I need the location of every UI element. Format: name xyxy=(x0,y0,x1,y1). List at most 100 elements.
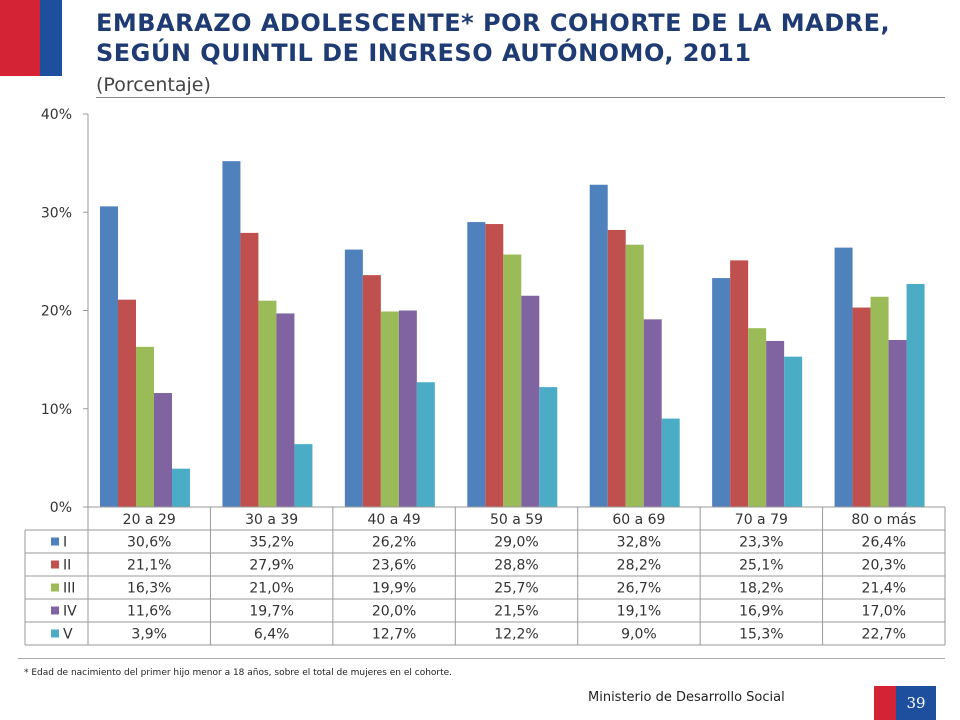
data-label: 35,2% xyxy=(249,535,293,551)
data-label: 6,4% xyxy=(254,627,290,643)
bar-IV-4 xyxy=(643,319,662,507)
bar-IV-5 xyxy=(766,340,785,507)
footnote: * Edad de nacimiento del primer hijo men… xyxy=(24,668,453,678)
page-number: 39 xyxy=(906,694,926,712)
data-label: 12,2% xyxy=(494,627,538,643)
page-flag-blue xyxy=(896,686,936,720)
data-label: 28,8% xyxy=(494,558,538,574)
y-tick-label: 20% xyxy=(41,304,72,320)
bar-II-3 xyxy=(485,224,504,508)
data-label: 28,2% xyxy=(617,558,661,574)
data-label: 25,1% xyxy=(739,558,783,574)
bar-IV-3 xyxy=(521,295,540,507)
legend-label-IV: IV xyxy=(63,604,77,620)
data-label: 19,7% xyxy=(249,604,293,620)
bar-I-3 xyxy=(467,222,486,507)
bar-V-6 xyxy=(906,283,925,507)
bar-I-4 xyxy=(589,184,608,508)
footer-divider xyxy=(18,658,945,659)
data-label: 12,7% xyxy=(372,627,416,643)
legend-key-IV xyxy=(51,606,59,615)
ministry-name: Ministerio de Desarrollo Social xyxy=(588,690,785,705)
data-label: 20,0% xyxy=(372,604,416,620)
bar-IV-6 xyxy=(888,339,907,507)
bar-I-5 xyxy=(712,278,731,507)
data-label: 18,2% xyxy=(739,581,783,597)
bar-II-4 xyxy=(607,229,626,507)
y-tick-label: 30% xyxy=(41,205,72,221)
bar-II-0 xyxy=(118,299,136,507)
title-divider xyxy=(96,97,945,98)
data-label: 27,9% xyxy=(249,558,293,574)
bar-V-3 xyxy=(539,387,558,507)
data-label: 29,0% xyxy=(494,535,538,551)
legend-key-V xyxy=(51,629,59,638)
bar-III-1 xyxy=(258,300,277,507)
data-label: 15,3% xyxy=(739,627,783,643)
legend-label-II: II xyxy=(63,558,71,574)
legend-key-II xyxy=(51,560,59,569)
data-label: 11,6% xyxy=(127,604,171,620)
page-flag-red xyxy=(874,686,896,720)
bar-I-6 xyxy=(834,247,853,507)
category-label: 50 a 59 xyxy=(490,512,543,528)
bar-III-5 xyxy=(748,328,767,507)
data-label: 19,9% xyxy=(372,581,416,597)
bar-V-4 xyxy=(661,418,680,507)
page-title: EMBARAZO ADOLESCENTE* POR COHORTE DE LA … xyxy=(96,9,891,67)
bar-V-5 xyxy=(784,356,803,507)
bar-I-1 xyxy=(222,161,241,507)
data-label: 25,7% xyxy=(494,581,538,597)
bar-I-0 xyxy=(100,206,118,508)
data-label: 3,9% xyxy=(131,627,167,643)
data-label: 22,7% xyxy=(862,627,906,643)
data-label: 26,4% xyxy=(862,535,906,551)
data-label: 16,3% xyxy=(127,581,171,597)
bar-III-6 xyxy=(870,296,889,507)
data-label: 17,0% xyxy=(862,604,906,620)
legend-label-III: III xyxy=(63,581,75,597)
bar-IV-1 xyxy=(276,313,295,507)
data-label: 16,9% xyxy=(739,604,783,620)
data-label: 21,1% xyxy=(127,558,171,574)
data-label: 26,7% xyxy=(617,581,661,597)
y-tick-label: 0% xyxy=(50,500,72,516)
data-label: 23,6% xyxy=(372,558,416,574)
bar-II-6 xyxy=(852,307,871,507)
bar-V-1 xyxy=(294,444,313,507)
bar-III-4 xyxy=(625,244,644,508)
legend-key-I xyxy=(51,537,59,546)
data-label: 20,3% xyxy=(862,558,906,574)
bar-V-2 xyxy=(416,382,435,507)
data-label: 21,4% xyxy=(862,581,906,597)
data-label: 19,1% xyxy=(617,604,661,620)
data-label: 26,2% xyxy=(372,535,416,551)
category-label: 70 a 79 xyxy=(735,512,788,528)
category-label: 40 a 49 xyxy=(368,512,421,528)
flag-red-stripe xyxy=(0,0,40,76)
category-label: 80 o más xyxy=(851,512,916,528)
bar-V-0 xyxy=(172,468,190,507)
bar-IV-0 xyxy=(154,393,172,507)
data-label: 30,6% xyxy=(127,535,171,551)
page-subtitle: (Porcentaje) xyxy=(96,74,211,96)
data-label: 21,5% xyxy=(494,604,538,620)
category-label: 30 a 39 xyxy=(245,512,298,528)
bar-III-0 xyxy=(136,346,154,507)
bar-IV-2 xyxy=(398,310,417,507)
flag-blue-stripe xyxy=(40,0,62,76)
data-label: 23,3% xyxy=(739,535,783,551)
y-tick-label: 10% xyxy=(41,402,72,418)
bar-II-1 xyxy=(240,232,259,507)
bar-II-5 xyxy=(730,260,749,507)
legend-key-III xyxy=(51,583,59,592)
bar-III-2 xyxy=(380,311,399,507)
y-tick-label: 40% xyxy=(41,107,72,123)
data-label: 32,8% xyxy=(617,535,661,551)
bar-I-2 xyxy=(344,249,363,507)
bar-II-2 xyxy=(362,275,381,507)
data-label: 21,0% xyxy=(249,581,293,597)
category-label: 60 a 69 xyxy=(612,512,665,528)
bar-chart: 0% 10% 20% 30% 40% 20 a 29 30 a 39 40 a 49 50 a … xyxy=(24,107,946,646)
legend-label-V: V xyxy=(63,627,73,643)
